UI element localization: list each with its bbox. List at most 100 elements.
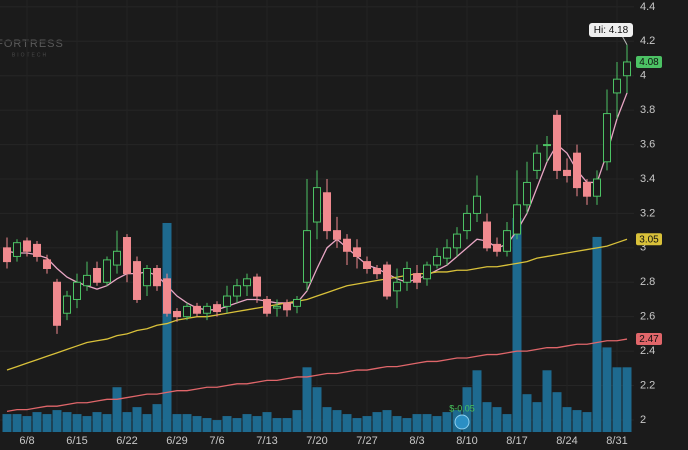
volume-bar xyxy=(402,418,412,432)
hi-box xyxy=(589,23,633,37)
volume-bar xyxy=(502,414,512,432)
x-tick-label: 8/10 xyxy=(456,435,477,447)
volume-bar xyxy=(312,387,322,432)
ma-line xyxy=(6,92,628,311)
x-tick-label: 6/8 xyxy=(19,435,34,447)
volume-bar xyxy=(472,370,482,432)
ma-badge-label: 3.05 xyxy=(639,234,659,245)
volume-bar xyxy=(82,416,92,432)
candle-body xyxy=(493,243,501,252)
watermark-sub: BIOTECH xyxy=(12,52,48,58)
candle-body xyxy=(33,243,41,257)
candle-body xyxy=(93,267,101,283)
y-tick-label: 3.4 xyxy=(640,173,655,185)
candle-body xyxy=(343,238,351,252)
candle-body xyxy=(153,267,161,287)
volume-bar xyxy=(112,387,122,432)
volume-bar xyxy=(522,394,532,432)
candle-body xyxy=(383,264,391,297)
candle-body xyxy=(63,295,71,314)
candle-body xyxy=(3,247,11,263)
x-tick-label: 8/3 xyxy=(409,435,424,447)
price-badge-label: 4.08 xyxy=(639,57,659,68)
volume-bar xyxy=(102,414,112,432)
candle-body xyxy=(483,221,491,249)
volume-bar xyxy=(22,416,32,432)
x-tick-label: 8/17 xyxy=(506,435,527,447)
volume-bar xyxy=(412,414,422,432)
y-tick-label: 3.2 xyxy=(640,207,655,219)
volume-bar xyxy=(12,414,22,432)
volume-bar xyxy=(462,387,472,432)
volume-bar xyxy=(222,416,232,432)
volume-bar xyxy=(162,222,172,432)
candle-body xyxy=(283,302,291,311)
volume-bar xyxy=(552,392,562,432)
volume-bar xyxy=(152,404,162,432)
volume-bar xyxy=(542,370,552,432)
volume-bar xyxy=(382,410,392,432)
candle-body xyxy=(603,113,611,163)
candle-body xyxy=(223,295,231,307)
candle-body xyxy=(173,311,181,318)
candle-body xyxy=(453,233,461,249)
volume-bar xyxy=(512,218,522,432)
earnings-icon xyxy=(454,414,470,430)
y-tick-label: 3.6 xyxy=(640,138,655,150)
candle-body xyxy=(83,274,91,287)
y-tick-label: 2.6 xyxy=(640,311,655,323)
volume-bar xyxy=(52,410,62,432)
x-tick-label: 7/20 xyxy=(306,435,327,447)
volume-bar xyxy=(92,412,102,432)
candle-body xyxy=(553,114,561,171)
volume-bar xyxy=(362,416,372,432)
volume-bar xyxy=(192,416,202,432)
volume-bar xyxy=(182,414,192,432)
candle-body xyxy=(363,261,371,269)
candle-body xyxy=(583,181,591,197)
hi-label: Hi: 4.18 xyxy=(594,25,629,36)
y-tick-label: 3 xyxy=(640,242,646,254)
volume-bar xyxy=(302,367,312,432)
volume-bar xyxy=(532,402,542,432)
candle-body xyxy=(193,305,201,314)
candle-body xyxy=(113,250,121,266)
candle-body xyxy=(133,261,141,300)
candle-body xyxy=(293,298,301,307)
volume-bar xyxy=(172,414,182,432)
candle-body xyxy=(333,230,341,240)
candle-body xyxy=(353,247,361,257)
ma-badge-label: 2.47 xyxy=(639,334,659,345)
candle-body xyxy=(473,195,481,214)
candle-body xyxy=(403,267,411,283)
volume-bar xyxy=(582,412,592,432)
volume-bar xyxy=(482,402,492,432)
candle-body xyxy=(573,152,581,189)
candle-body xyxy=(433,255,441,266)
candle-body xyxy=(73,281,81,300)
candle-body xyxy=(393,281,401,292)
y-tick-label: 4.2 xyxy=(640,35,655,47)
ma-badge xyxy=(636,333,662,346)
ma-line xyxy=(6,338,628,412)
volume-bar xyxy=(352,418,362,432)
volume-bar xyxy=(132,407,142,432)
x-tick-label: 8/31 xyxy=(606,435,627,447)
candle-body xyxy=(163,278,171,314)
volume-bar xyxy=(592,236,602,432)
volume-bar xyxy=(72,414,82,432)
volume-bar xyxy=(602,347,612,432)
volume-bar xyxy=(392,416,402,432)
candle-body xyxy=(43,259,51,269)
candle-body xyxy=(183,305,191,318)
volume-bar xyxy=(562,407,572,432)
candle-body xyxy=(143,267,151,287)
candle-body xyxy=(53,281,61,326)
volume-bar xyxy=(62,412,72,432)
x-tick-label: 6/15 xyxy=(66,435,87,447)
candle-body xyxy=(233,285,241,297)
volume-bar xyxy=(202,418,212,432)
candle-body xyxy=(543,144,551,147)
volume-bar xyxy=(492,407,502,432)
